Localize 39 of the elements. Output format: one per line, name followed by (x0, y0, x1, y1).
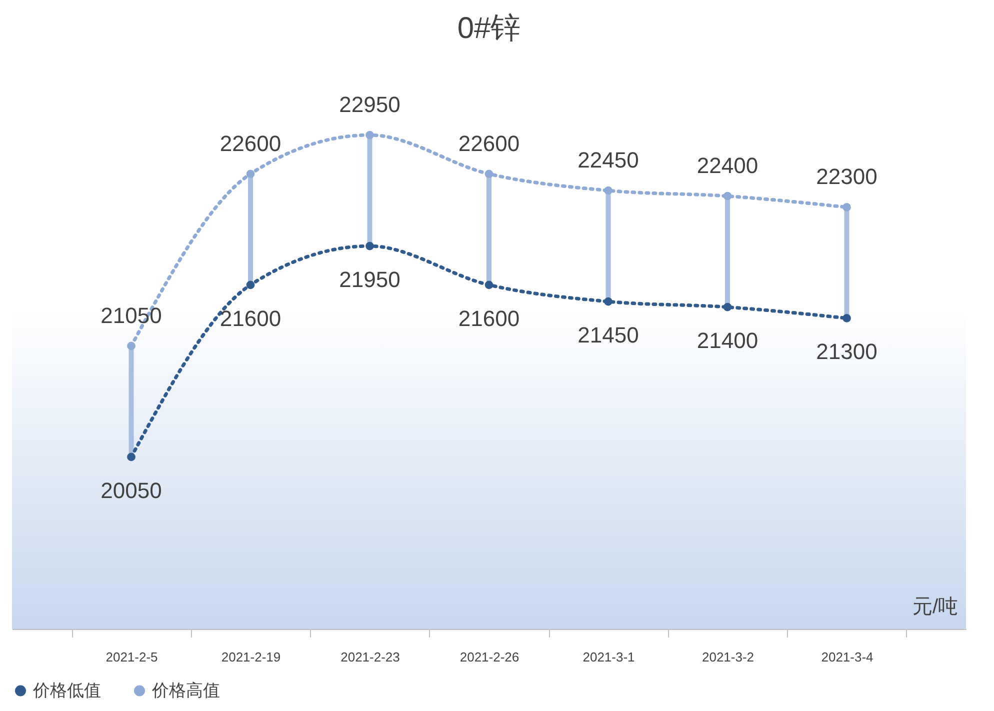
data-label: 22600 (458, 130, 520, 156)
point (484, 280, 494, 290)
x-tick-label: 2021-2-19 (221, 650, 281, 664)
point (127, 452, 136, 462)
data-label: 21450 (578, 322, 639, 348)
data-label: 21050 (100, 302, 162, 328)
legend-label: 价格低值 (32, 680, 101, 700)
data-label: 22950 (339, 92, 400, 118)
chart-title: 0#锌 (457, 12, 521, 45)
x-tick-label: 2021-2-26 (460, 650, 520, 664)
data-label: 20050 (100, 478, 162, 503)
point (842, 203, 851, 212)
x-tick-label: 2021-2-5 (106, 650, 158, 664)
x-tick-label: 2021-3-4 (821, 650, 874, 664)
x-tick-label: 2021-3-1 (582, 650, 635, 664)
point (246, 170, 255, 178)
data-label: 22600 (220, 130, 282, 156)
data-label: 22300 (816, 164, 878, 190)
point (604, 297, 612, 306)
x-tick-label: 2021-2-23 (340, 650, 400, 664)
data-label: 21300 (816, 339, 878, 364)
point (604, 186, 612, 195)
data-label: 21950 (339, 267, 400, 292)
data-label: 21400 (696, 328, 758, 354)
point (723, 192, 732, 200)
legend-label: 价格高值 (151, 680, 220, 700)
point (366, 242, 374, 250)
point (127, 342, 136, 350)
annotation: 元/吨 (912, 596, 958, 618)
data-label: 21600 (458, 306, 520, 331)
data-label: 22450 (578, 148, 639, 173)
x-tick-label: 2021-3-2 (702, 650, 754, 664)
point (842, 314, 851, 322)
point (484, 170, 494, 178)
data-label: 21600 (220, 306, 282, 331)
point (723, 302, 732, 312)
point (366, 130, 374, 140)
point (246, 280, 255, 290)
data-label: 22400 (696, 153, 758, 178)
